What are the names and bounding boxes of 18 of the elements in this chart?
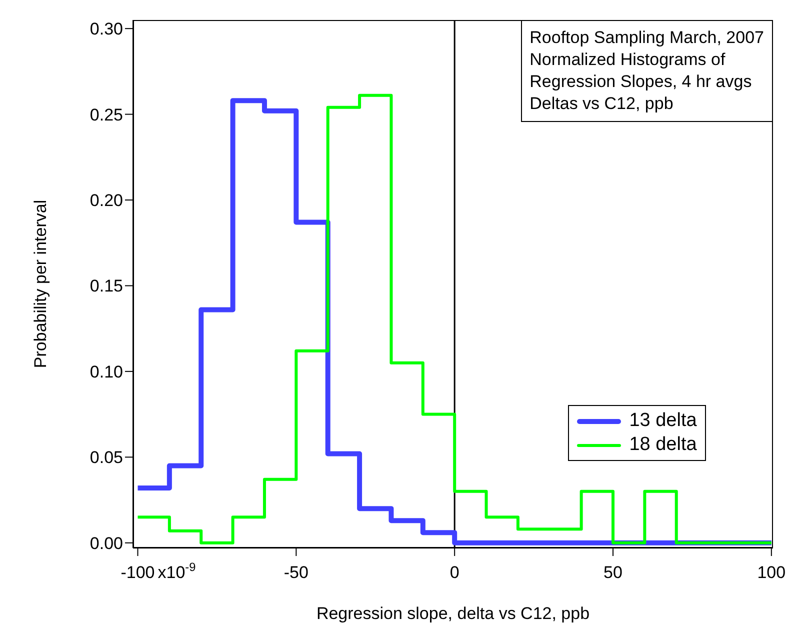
y-tick-label: 0.00 [90, 534, 123, 553]
y-tick-label: 0.10 [90, 362, 123, 382]
x-axis-title: Regression slope, delta vs C12, ppb [316, 604, 590, 623]
legend-label: 13 delta [629, 409, 697, 434]
text: x10$^{-9}$ [158, 560, 196, 582]
text: Rooftop Sampling March, 2007 Normalized Histograms of Regression Slopes, 4 hr avgs Deltas vs C12, ppb [520, 20, 773, 122]
y-tick-label: 0.20 [90, 191, 123, 210]
y-tick-label: 0.15 [90, 276, 123, 296]
y-tick-label: 0.25 [90, 105, 123, 124]
y-tick-label: 0.30 [90, 20, 123, 39]
y-tick-label: 0.05 [90, 448, 123, 468]
x-tick-label: 100 [757, 563, 786, 582]
x-tick-label: 0 [450, 563, 460, 582]
x-tick-label: 50 [604, 563, 622, 582]
y-axis-title: Probability per interval [31, 200, 50, 368]
legend-label: 18 delta [629, 433, 697, 458]
x-tick-label: -100 [120, 563, 155, 582]
x-tick-label: -50 [284, 563, 308, 582]
